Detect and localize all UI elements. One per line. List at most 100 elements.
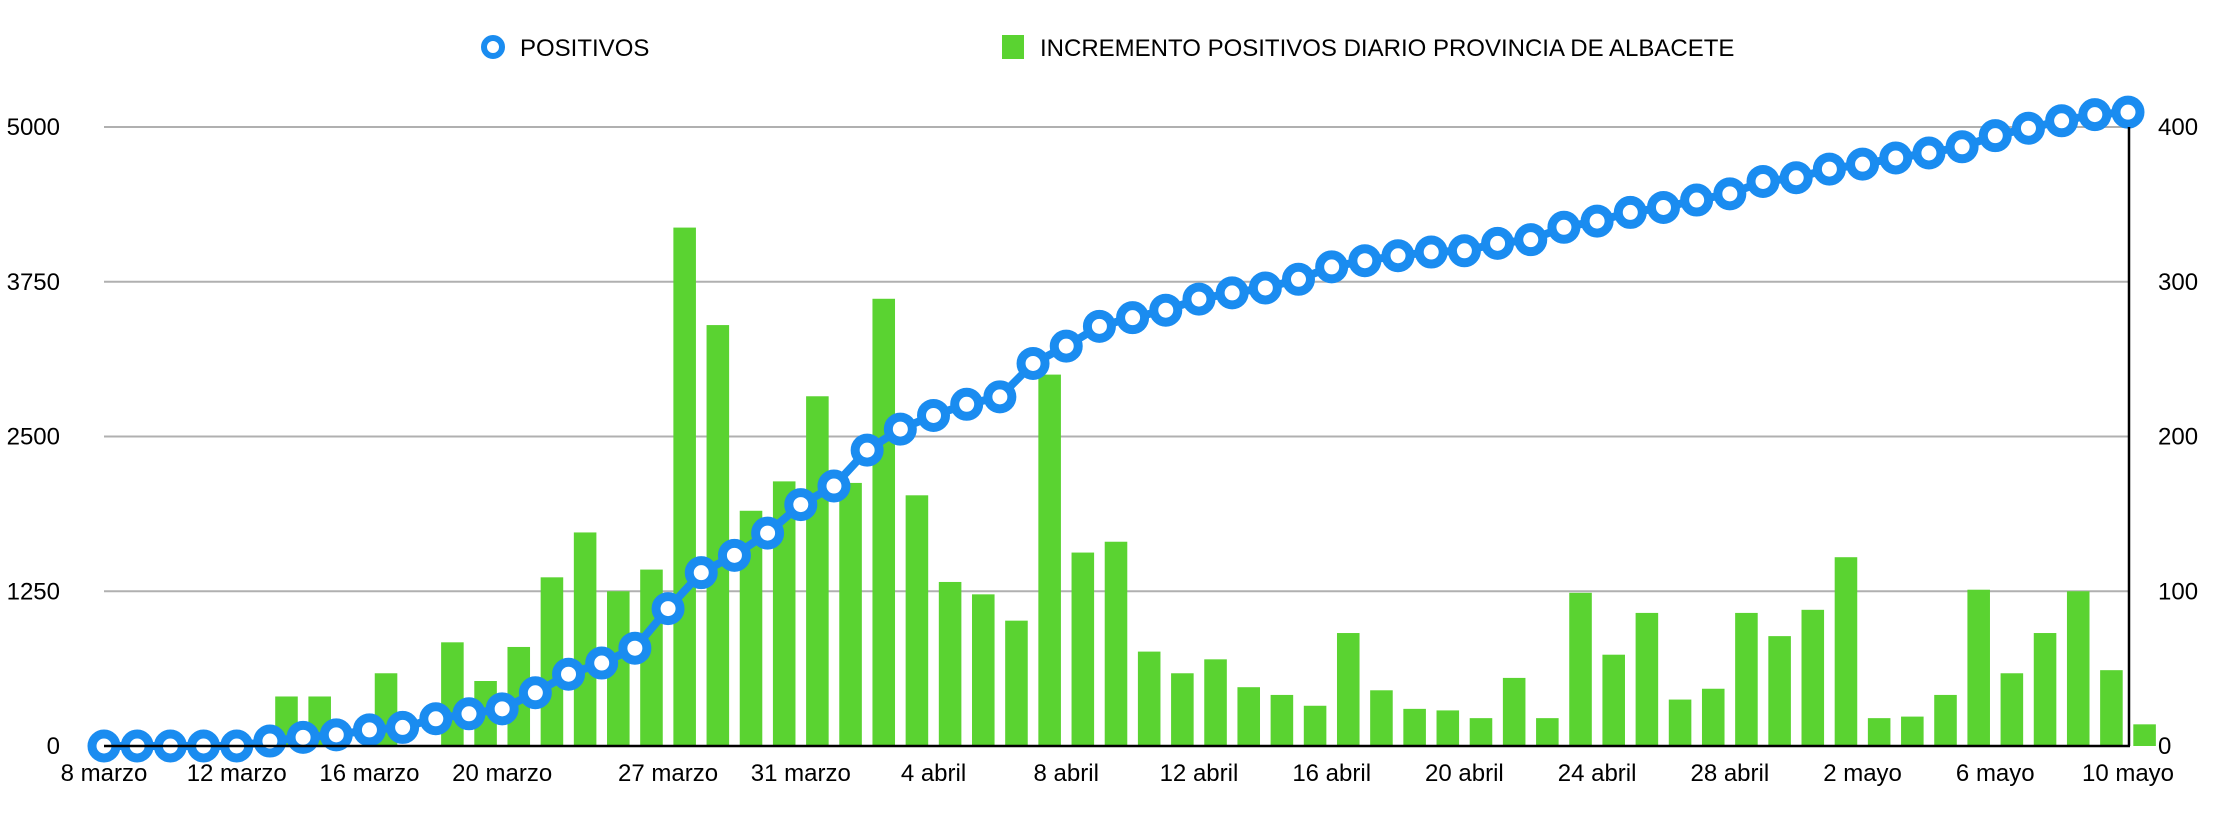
bar xyxy=(2100,670,2123,746)
bar xyxy=(839,482,862,746)
bar xyxy=(2133,724,2156,746)
line-point xyxy=(717,538,751,572)
x-tick-label: 4 abril xyxy=(901,760,966,787)
x-tick-label: 20 marzo xyxy=(452,760,552,787)
bar xyxy=(1701,688,1725,746)
legend-bar-swatch xyxy=(1002,35,1024,59)
bar xyxy=(905,495,929,746)
line-point xyxy=(751,516,785,550)
line-point xyxy=(1116,301,1150,335)
bar xyxy=(1303,705,1327,746)
line-point xyxy=(1846,147,1880,181)
bar xyxy=(1038,374,1061,746)
x-tick-label: 12 abril xyxy=(1160,760,1239,787)
line-point xyxy=(585,646,619,680)
line-point xyxy=(1812,152,1846,186)
y-axis-right-labels: 0 100 200 300 400 xyxy=(2158,114,2198,760)
line-point xyxy=(386,710,420,744)
legend-line-label: POSITIVOS xyxy=(520,35,649,62)
y-tick-label-right: 0 xyxy=(2158,733,2171,760)
x-tick-label: 16 abril xyxy=(1292,760,1371,787)
bar xyxy=(1967,589,1990,746)
line-point xyxy=(883,412,917,446)
y-axis-left-labels: 0 1250 2500 3750 5000 xyxy=(7,114,60,760)
line-point xyxy=(1149,293,1183,327)
line-point xyxy=(1779,161,1813,195)
bar xyxy=(1635,612,1659,746)
bar xyxy=(2066,591,2090,746)
line-point xyxy=(452,697,486,731)
gridlines xyxy=(104,126,2128,593)
x-tick-label: 8 marzo xyxy=(61,760,148,787)
bar xyxy=(1735,612,1758,746)
bar xyxy=(1668,699,1692,746)
line-point xyxy=(1613,195,1647,229)
y-tick-label-right: 300 xyxy=(2158,269,2198,296)
line-point xyxy=(1182,282,1216,316)
bar xyxy=(872,298,896,746)
line-point xyxy=(485,692,519,726)
bar xyxy=(2000,673,2024,746)
bar xyxy=(607,591,630,746)
bar xyxy=(1403,708,1426,746)
bar xyxy=(1436,710,1460,746)
line-point xyxy=(1082,309,1116,343)
line-point xyxy=(1945,130,1979,164)
bar xyxy=(1834,557,1858,746)
x-tick-label: 28 abril xyxy=(1690,760,1769,787)
x-axis-labels: 8 marzo 12 marzo 16 marzo 20 marzo 27 marzo 3… xyxy=(61,760,2174,787)
axes xyxy=(104,127,2131,748)
line-point xyxy=(1016,346,1050,380)
y-tick-label-left: 1250 xyxy=(7,578,60,605)
line-point xyxy=(1315,250,1349,284)
bar xyxy=(1137,651,1161,746)
y-tick-label-right: 400 xyxy=(2158,114,2198,141)
bar xyxy=(938,581,962,746)
bar xyxy=(1469,718,1493,746)
line-point xyxy=(684,556,718,590)
y-tick-label-left: 3750 xyxy=(7,269,60,296)
line-point xyxy=(917,398,951,432)
line-point xyxy=(2045,104,2079,138)
bar xyxy=(806,396,829,746)
bar xyxy=(1768,636,1791,746)
line-point xyxy=(1514,223,1548,257)
bar xyxy=(1071,552,1095,746)
line-point xyxy=(319,718,353,752)
line-point xyxy=(1547,210,1581,244)
bar xyxy=(573,532,597,746)
bar xyxy=(971,594,995,746)
bar xyxy=(1204,659,1227,746)
line-point xyxy=(253,724,287,758)
x-tick-label: 27 marzo xyxy=(618,760,718,787)
bar xyxy=(1270,694,1294,746)
line-point xyxy=(1447,234,1481,268)
line-point xyxy=(983,380,1017,414)
y-tick-label-right: 100 xyxy=(2158,578,2198,605)
x-tick-label: 8 abril xyxy=(1034,760,1099,787)
bar xyxy=(2033,633,2057,746)
line-point xyxy=(1746,164,1780,198)
line-point xyxy=(286,720,320,754)
bar xyxy=(1569,592,1592,746)
bar xyxy=(1801,609,1825,746)
bar xyxy=(1171,673,1194,746)
line-point xyxy=(518,676,552,710)
bar xyxy=(1901,716,1924,746)
line-point xyxy=(618,631,652,665)
x-tick-label: 16 marzo xyxy=(319,760,419,787)
legend: POSITIVOS INCREMENTO POSITIVOS DIARIO PR… xyxy=(481,35,1734,62)
bar xyxy=(1370,690,1393,746)
x-tick-label: 2 mayo xyxy=(1823,760,1902,787)
line-point xyxy=(1481,226,1515,260)
line-point xyxy=(1912,136,1946,170)
bar xyxy=(772,481,796,746)
x-tick-label: 10 mayo xyxy=(2082,760,2174,787)
y-tick-label-left: 0 xyxy=(47,733,60,760)
line-point xyxy=(784,488,818,522)
line-point xyxy=(1580,204,1614,238)
line-point xyxy=(2111,95,2145,129)
line-point xyxy=(1414,235,1448,269)
line-point xyxy=(1713,177,1747,211)
